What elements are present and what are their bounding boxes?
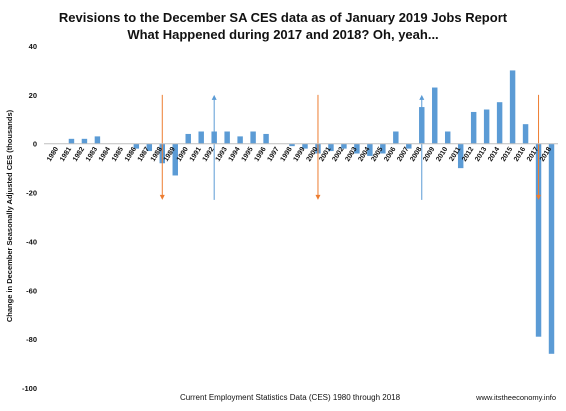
x-tick-label: 1998 [280, 146, 294, 163]
bar-2010 [444, 131, 451, 144]
bar-2001 [328, 143, 334, 152]
x-tick-label: 1986 [124, 146, 138, 163]
x-tick-label: 2015 [500, 146, 514, 163]
x-tick-label: 2016 [513, 146, 527, 163]
x-tick-label: 2014 [487, 146, 501, 163]
x-tick-label: 2010 [435, 146, 449, 163]
bar-2017 [535, 143, 542, 337]
annotation-arrow-down [315, 94, 321, 200]
x-tick-label: 1996 [254, 146, 268, 163]
x-tick-label: 2007 [396, 146, 410, 163]
bar-1999 [302, 143, 308, 149]
source-note: www.itstheeconomy.info [475, 393, 556, 402]
bar-2006 [393, 131, 399, 144]
bar-2011 [457, 143, 464, 169]
x-tick-label: 1995 [241, 146, 255, 163]
annotation-arrow-up [419, 94, 425, 200]
bar-1983 [94, 136, 101, 144]
bar-1986 [133, 143, 140, 149]
y-tick-label: -100 [22, 384, 37, 393]
bar-2009 [432, 87, 438, 144]
y-tick-label: -80 [26, 335, 37, 344]
x-tick-labels: 1980198119821983198419851986198719881989… [46, 146, 553, 163]
y-tick-label: 40 [29, 42, 37, 51]
bars [68, 70, 555, 354]
x-tick-label: 1994 [228, 146, 242, 163]
y-tick-label: -40 [26, 237, 37, 246]
y-tick-label: 0 [33, 140, 37, 149]
bar-2013 [483, 109, 490, 144]
y-axis: 40 20 0 -20 -40 -60 -80 -100 [22, 42, 37, 393]
chart-title-line-2: What Happened during 2017 and 2018? Oh, … [127, 27, 439, 42]
bar-1995 [250, 131, 256, 144]
bar-2018 [548, 143, 555, 354]
x-tick-label: 2009 [422, 146, 436, 163]
x-tick-label: 1984 [98, 146, 112, 163]
x-tick-label: 1980 [46, 146, 60, 163]
bar-1998 [289, 143, 295, 147]
x-tick-label: 1985 [111, 146, 125, 163]
bar-2003 [354, 143, 360, 154]
bar-2016 [522, 124, 529, 144]
bar-2012 [470, 111, 477, 144]
y-tick-label: -20 [26, 189, 37, 198]
annotation-arrow-up [211, 94, 217, 200]
bar-2002 [341, 143, 347, 149]
x-tick-label: 1991 [189, 146, 203, 163]
x-tick-label: 1981 [59, 146, 73, 163]
bar-2005 [380, 143, 386, 154]
bar-1993 [224, 131, 230, 144]
bar-2007 [406, 143, 412, 149]
bar-2015 [509, 70, 516, 144]
bar-1994 [237, 136, 243, 144]
annotation-arrow-down [159, 94, 165, 200]
bar-1989 [172, 143, 178, 176]
chart-title-line-1: Revisions to the December SA CES data as… [58, 10, 508, 25]
bar-1982 [81, 138, 88, 144]
y-tick-label: -60 [26, 286, 37, 295]
bar-1990 [185, 133, 191, 144]
bar-1996 [263, 133, 269, 144]
x-tick-label: 1983 [85, 146, 99, 163]
x-tick-label: 1997 [267, 146, 281, 163]
bar-1981 [68, 138, 75, 144]
x-tick-label: 1982 [72, 146, 86, 163]
bar-1987 [146, 143, 153, 152]
annotation-arrow-down [536, 94, 542, 200]
bar-2004 [367, 143, 373, 156]
x-tick-label: 1999 [293, 146, 307, 163]
y-axis-title: Change in December Seasonally Adjusted C… [5, 109, 14, 322]
bar-1991 [198, 131, 204, 144]
annotation-arrows [159, 94, 542, 200]
x-tick-label: 2013 [474, 146, 488, 163]
bar-2014 [496, 102, 503, 144]
x-tick-label: 1993 [215, 146, 229, 163]
y-tick-label: 20 [29, 91, 37, 100]
x-axis-title: Current Employment Statistics Data (CES)… [180, 393, 401, 402]
